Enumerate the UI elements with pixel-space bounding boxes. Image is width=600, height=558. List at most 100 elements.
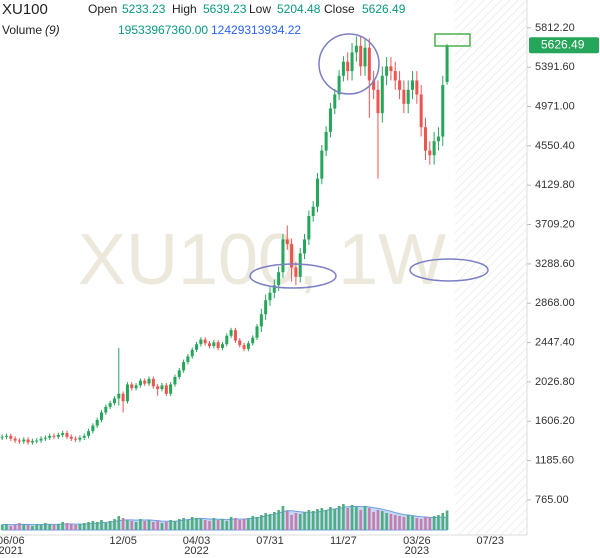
candle-body [56,434,60,437]
volume-bar [277,510,280,530]
candle-body [212,342,216,347]
volume-bar [432,516,436,530]
candle-body [328,108,332,132]
volume-bar [208,521,211,530]
volume-bar [238,520,242,530]
candle-body [39,438,43,441]
volume-bar [441,513,445,530]
volume-bar [363,506,367,530]
candle-body [74,438,78,440]
candle-body [186,356,190,362]
symbol: XU100 [2,1,48,18]
candle-body [402,89,406,104]
volume-bar [229,517,233,530]
volume-bar [342,504,345,530]
volume-bar [437,515,440,530]
volume-bar [169,520,172,530]
volume-bar [333,509,337,530]
volume-bar [307,510,311,530]
volume-bar [346,508,350,530]
candle-body [112,398,116,404]
volume-bar [190,517,194,530]
volume-bar [18,523,21,530]
volume-bar [393,515,397,530]
candle-body [151,378,155,387]
y-tick-label: 2447.40 [535,336,575,348]
close-label: Close [324,2,355,16]
candle-body [0,436,4,438]
candle-body [436,136,440,142]
volume-bar [113,519,116,530]
candle-body [333,94,337,109]
candle-body [13,438,17,441]
candle-body [108,403,112,407]
candle-body [17,440,21,442]
candle-body [320,150,324,179]
price-tag-label: 5626.49 [541,37,585,51]
volume-bar [39,525,43,530]
candle-body [65,433,69,437]
candle-body [419,94,423,128]
volume-bar [108,521,112,530]
candle-body [346,61,350,72]
candle-body [173,376,177,385]
volume-bar [251,516,254,530]
candle-body [182,361,186,371]
x-year-label: 2021 [0,545,23,557]
candle-body [294,267,298,277]
candle-body [22,439,26,442]
volume-bar [389,514,393,530]
volume-bar [242,519,246,530]
volume-bar [203,520,207,530]
volume-bar [134,522,138,530]
candle-body [100,412,104,420]
volume-bar [221,519,224,530]
volume-bar [195,518,198,530]
candle-body [195,344,199,350]
volume-bar [303,512,306,530]
candle-body [220,344,224,348]
candle-body [35,440,39,442]
volume-bar [255,517,259,530]
volume-bar [9,526,13,530]
x-year-label: 2023 [405,545,429,557]
volume-bar [372,512,375,530]
volume-bar [285,511,289,530]
volume-bar [160,523,164,530]
candle-body [285,239,289,245]
volume-bar [143,521,147,530]
volume-bar [139,519,142,530]
candle-body [177,370,181,377]
volume-bar [147,520,151,530]
volume-bar [182,518,185,530]
volume-bar [31,526,34,530]
volume-bar [0,525,4,530]
x-tick-label: 03/26 [403,535,431,547]
candle-body [78,437,82,440]
volume-bar [35,524,39,530]
volume-bar [337,506,341,530]
future-area [455,0,527,535]
candle-body [26,439,30,443]
volume-length: (9) [45,23,60,37]
candle-body [272,285,276,293]
candle-body [415,80,419,95]
volume-bar [316,509,319,530]
candle-body [259,314,263,327]
volume-bar [87,522,90,530]
volume-bar [424,517,427,530]
candle-body [207,343,212,347]
candle-body [4,435,8,437]
volume-bar [22,524,26,530]
candle-body [255,326,259,338]
candle-body [337,75,341,95]
volume-bar [290,515,293,530]
candle-body [398,80,402,90]
annotation-ellipse [249,263,337,289]
candle-body [385,66,389,76]
y-tick-label: 2026.80 [535,376,575,388]
volume-bar [398,516,401,530]
low-label: Low [249,2,271,16]
volume-ma-value: 12429313934.22 [211,23,301,37]
volume-bar [273,512,276,530]
